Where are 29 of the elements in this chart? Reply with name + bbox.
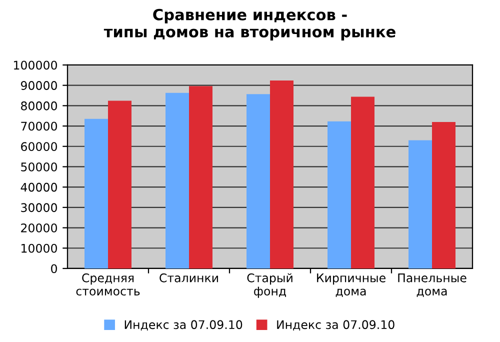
x-tick-label: Панельные дома xyxy=(398,274,466,298)
bar xyxy=(432,122,456,268)
legend-label: Индекс за 07.09.10 xyxy=(277,320,394,331)
y-tick-label: 50000 xyxy=(21,162,57,172)
y-tick-label: 100000 xyxy=(14,60,57,70)
y-tick-label: 20000 xyxy=(21,223,57,232)
x-tick-label: Средняя стоимость xyxy=(76,273,140,296)
x-tick-label: Старый фонд xyxy=(247,273,292,298)
y-tick-label: 30000 xyxy=(21,203,57,212)
y-tick-label: 90000 xyxy=(20,81,57,90)
bar xyxy=(189,86,212,268)
bar xyxy=(84,118,108,268)
bar xyxy=(328,121,351,268)
bar xyxy=(270,80,294,268)
bar xyxy=(108,100,132,268)
legend-label: Индекс за 07.09.10 xyxy=(124,320,242,331)
y-tick-label: 0 xyxy=(51,264,57,274)
bar xyxy=(166,92,189,268)
y-tick-label: 40000 xyxy=(20,182,57,192)
x-tick-label: Сталинки xyxy=(160,273,218,282)
y-tick-label: 70000 xyxy=(21,122,57,131)
y-tick-label: 10000 xyxy=(22,244,57,253)
bar xyxy=(246,94,270,268)
bar xyxy=(408,140,432,268)
bar xyxy=(351,96,374,268)
y-tick-label: 80000 xyxy=(21,101,57,110)
x-tick-label: Кирпичные дома xyxy=(317,274,386,298)
y-tick-label: 60000 xyxy=(21,142,57,152)
chart-title: Сравнение индексов - типы домов на вторичном рынке xyxy=(104,8,396,40)
